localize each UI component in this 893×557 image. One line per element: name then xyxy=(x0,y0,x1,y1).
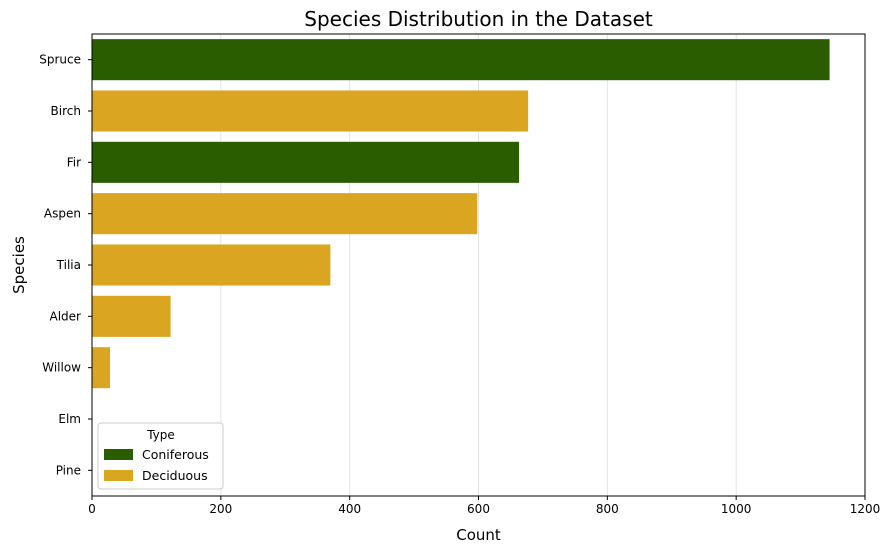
x-axis-ticks: 0 200 400 600 800 1000 1200 xyxy=(88,496,880,516)
y-tick-label-fir: Fir xyxy=(67,155,81,169)
legend-swatch-deciduous xyxy=(104,470,133,481)
y-tick-label-birch: Birch xyxy=(51,104,81,118)
chart-title: Species Distribution in the Dataset xyxy=(304,7,653,31)
legend-title: Type xyxy=(146,428,175,442)
x-tick-label: 600 xyxy=(467,502,490,516)
legend-swatch-coniferous xyxy=(104,449,133,460)
x-tick-label: 0 xyxy=(88,502,96,516)
legend: Type Coniferous Deciduous xyxy=(97,422,224,490)
legend-label-coniferous: Coniferous xyxy=(142,447,209,462)
legend-label-deciduous: Deciduous xyxy=(142,468,208,483)
bar-spruce xyxy=(92,39,830,81)
bar-birch xyxy=(92,90,529,132)
y-axis-ticks: Spruce Birch Fir Aspen Tilia Alder Willow Elm Pi… xyxy=(39,53,92,477)
y-tick-label-aspen: Aspen xyxy=(44,207,81,221)
x-axis-label: Count xyxy=(456,526,501,544)
bar-fir xyxy=(92,141,520,183)
x-tick-label: 400 xyxy=(338,502,361,516)
y-tick-label-tilia: Tilia xyxy=(56,258,81,272)
x-tick-label: 1000 xyxy=(721,502,752,516)
y-tick-label-willow: Willow xyxy=(42,361,81,375)
x-tick-label: 1200 xyxy=(850,502,881,516)
bar-tilia xyxy=(92,244,331,286)
y-axis-label: Species xyxy=(10,236,28,294)
bars xyxy=(92,39,830,389)
y-tick-label-spruce: Spruce xyxy=(39,53,81,67)
y-tick-label-elm: Elm xyxy=(58,412,81,426)
bar-willow xyxy=(92,347,111,389)
x-tick-label: 200 xyxy=(209,502,232,516)
y-tick-label-pine: Pine xyxy=(56,463,81,477)
y-tick-label-alder: Alder xyxy=(50,309,82,323)
bar-alder xyxy=(92,295,171,337)
x-tick-label: 800 xyxy=(596,502,619,516)
bar-aspen xyxy=(92,193,478,235)
